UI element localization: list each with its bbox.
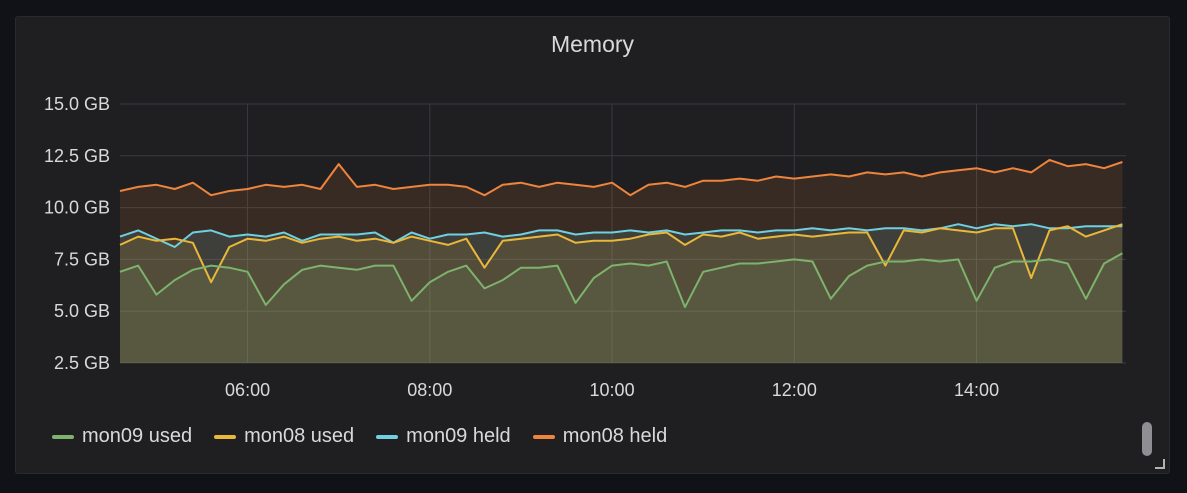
legend-item-mon09-used[interactable]: mon09 used: [52, 425, 192, 448]
legend-swatch: [532, 434, 555, 439]
series-area-1: [120, 224, 1123, 363]
x-tick-label: 10:00: [590, 380, 635, 400]
legend-item-mon08-used[interactable]: mon08 used: [214, 425, 354, 448]
legend-item-mon08-held[interactable]: mon08 held: [532, 425, 668, 448]
legend-swatch: [376, 434, 399, 439]
series-area-2: [120, 224, 1123, 363]
legend-label: mon09 used: [82, 425, 193, 447]
x-tick-label: 14:00: [954, 380, 999, 400]
legend: mon09 used mon08 used mon09 held mon08 h…: [52, 425, 667, 448]
x-tick-label: 12:00: [772, 380, 817, 400]
legend-label: mon08 used: [244, 425, 355, 447]
series-area-0: [120, 253, 1123, 363]
y-axis-ticks: 2.5 GB 5.0 GB 7.5 GB 10.0 GB 12.5 GB 15.0 GB: [44, 94, 110, 373]
x-axis-ticks: 06:00 08:00 10:00 12:00 14:00: [225, 380, 999, 400]
y-tick-label: 7.5 GB: [54, 249, 110, 269]
y-tick-label: 2.5 GB: [54, 353, 110, 373]
legend-label: mon08 held: [562, 425, 668, 447]
panel-title[interactable]: Memory: [550, 31, 635, 57]
grid-lines: [120, 103, 1126, 364]
legend-swatch: [214, 434, 237, 439]
series-line-2[interactable]: [119, 223, 1123, 248]
y-tick-label: 12.5 GB: [44, 146, 110, 166]
series-areas: [120, 159, 1123, 363]
series-lines: [119, 158, 1123, 309]
legend-swatch: [52, 434, 74, 439]
resize-handle-icon[interactable]: [1155, 459, 1165, 469]
series-line-3[interactable]: [119, 158, 1123, 197]
x-tick-label: 08:00: [407, 380, 452, 400]
series-line-1[interactable]: [119, 223, 1123, 284]
memory-panel: Memory 2.5 GB 5.0 GB 7.5 GB 10.0 GB 12.5 GB 1…: [15, 16, 1170, 474]
y-tick-label: 10.0 GB: [44, 198, 110, 218]
series-line-0[interactable]: [119, 252, 1123, 309]
y-tick-label: 5.0 GB: [54, 301, 110, 321]
legend-scrollbar[interactable]: [1142, 422, 1152, 456]
series-area-3: [120, 159, 1123, 363]
legend-label: mon09 held: [406, 425, 511, 447]
x-tick-label: 06:00: [225, 380, 270, 400]
legend-item-mon09-held[interactable]: mon09 held: [376, 425, 511, 448]
y-tick-label: 15.0 GB: [44, 94, 110, 114]
